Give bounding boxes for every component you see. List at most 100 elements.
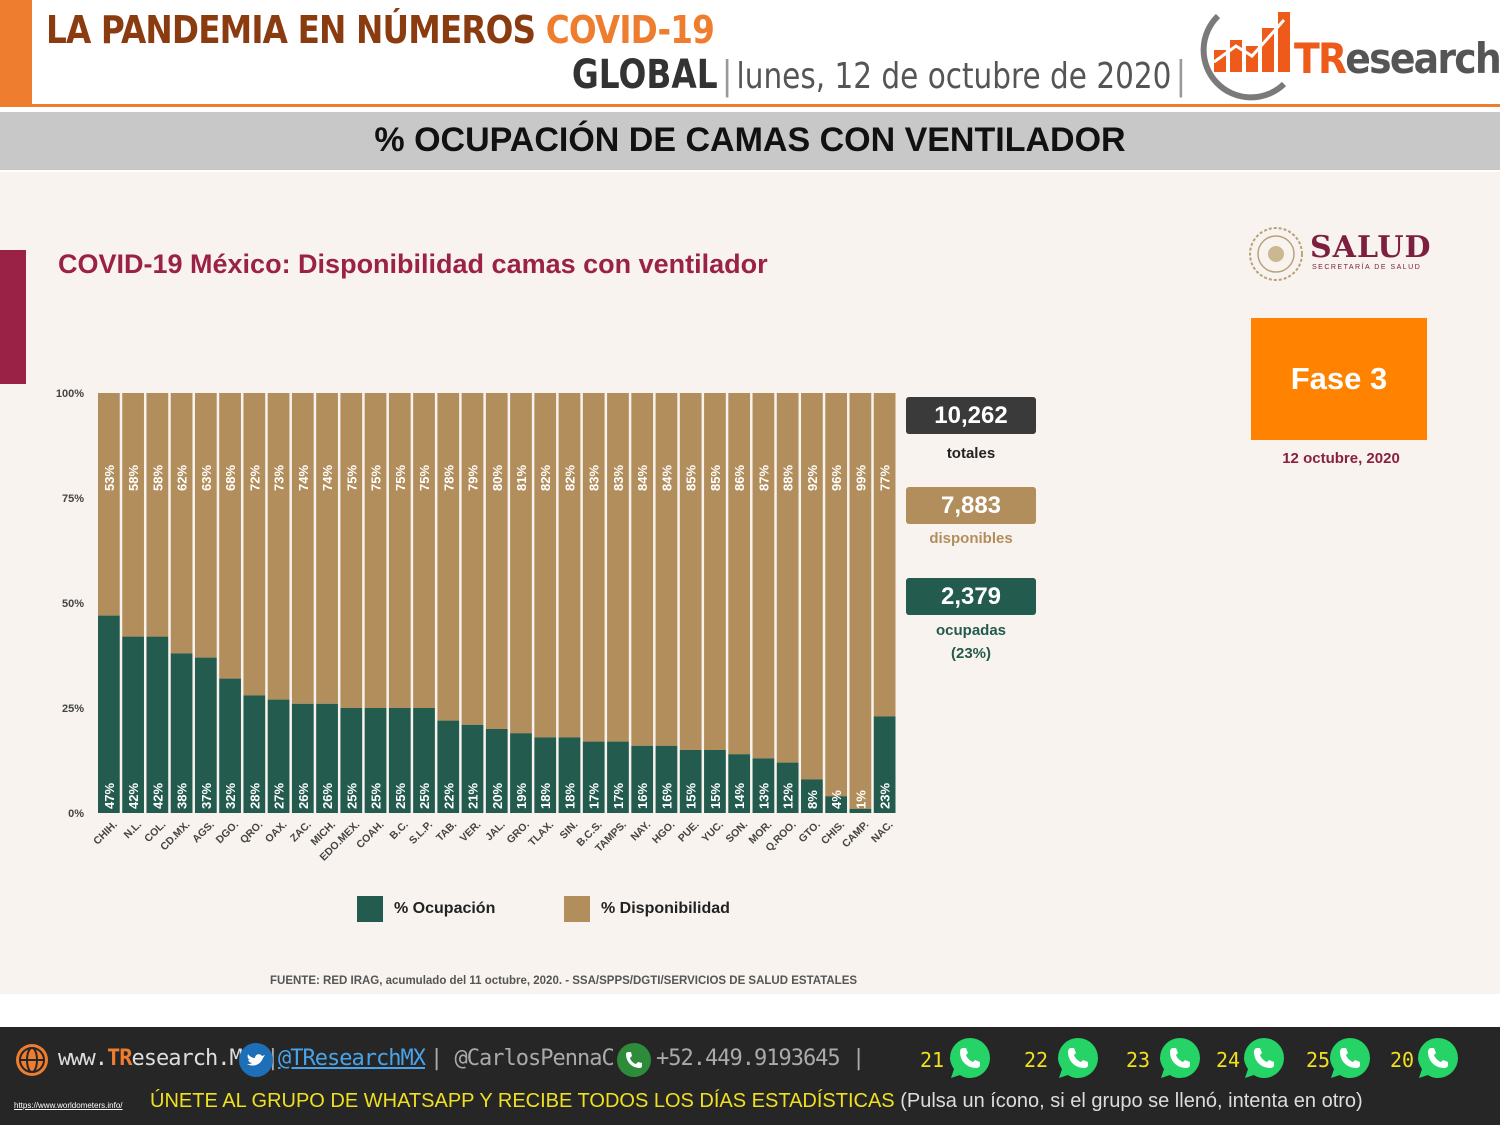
personal-handle: | @CarlosPennaC | bbox=[430, 1046, 639, 1071]
whatsapp-icon[interactable] bbox=[1054, 1034, 1102, 1082]
data-label-occupancy: 15% bbox=[708, 783, 723, 809]
y-tick-label: 50% bbox=[62, 598, 84, 610]
x-tick-label: DGO. bbox=[214, 819, 242, 847]
available-beds-label: disponibles bbox=[929, 530, 1013, 547]
data-label-occupancy: 13% bbox=[756, 783, 771, 809]
data-label-availability: 53% bbox=[102, 465, 117, 491]
data-label-occupancy: 18% bbox=[562, 783, 577, 809]
data-label-availability: 83% bbox=[611, 465, 626, 491]
bar-availability bbox=[776, 393, 799, 763]
y-tick-label: 75% bbox=[62, 493, 84, 505]
x-tick-label: PUE. bbox=[676, 819, 702, 845]
x-tick-label: TAB. bbox=[434, 819, 459, 844]
whatsapp-icon[interactable] bbox=[1326, 1034, 1374, 1082]
data-label-availability: 78% bbox=[441, 465, 456, 491]
x-tick-label: S.L.P. bbox=[407, 819, 435, 847]
bar-availability bbox=[461, 393, 484, 725]
bar-occupancy bbox=[825, 796, 848, 813]
data-label-availability: 74% bbox=[296, 465, 311, 491]
twitter-icon[interactable] bbox=[238, 1042, 274, 1078]
data-label-availability: 84% bbox=[659, 465, 674, 491]
data-label-occupancy: 17% bbox=[587, 783, 602, 809]
data-label-occupancy: 16% bbox=[659, 783, 674, 809]
occupied-beds-pct: (23%) bbox=[950, 645, 991, 662]
bar-occupancy bbox=[340, 708, 363, 813]
bar-occupancy bbox=[534, 737, 557, 813]
data-label-occupancy: 21% bbox=[466, 783, 481, 809]
data-label-availability: 75% bbox=[369, 465, 384, 491]
whatsapp-icon[interactable] bbox=[1156, 1034, 1204, 1082]
data-label-occupancy: 26% bbox=[320, 783, 335, 809]
phone-icon[interactable] bbox=[616, 1042, 652, 1078]
data-label-occupancy: 37% bbox=[199, 783, 214, 809]
header-subtitle: GLOBAL | lunes, 12 de octubre de 2020 | bbox=[571, 52, 1186, 98]
chart-title: COVID-19 México: Disponibilidad camas co… bbox=[58, 249, 768, 279]
bar-availability bbox=[728, 393, 751, 755]
data-label-availability: 85% bbox=[684, 465, 699, 491]
source-note: FUENTE: RED IRAG, acumulado del 11 octub… bbox=[270, 975, 858, 987]
bar-availability bbox=[413, 393, 435, 708]
bar-occupancy bbox=[316, 703, 338, 813]
data-label-availability: 68% bbox=[223, 465, 238, 491]
data-label-availability: 63% bbox=[199, 465, 214, 491]
data-label-occupancy: 17% bbox=[611, 783, 626, 809]
bar-availability bbox=[267, 393, 290, 700]
data-label-availability: 85% bbox=[708, 465, 723, 491]
banner-title: % OCUPACIÓN DE CAMAS CON VENTILADOR bbox=[374, 121, 1126, 159]
occupied-beds-label: ocupadas bbox=[935, 622, 1007, 639]
legend-swatch-occupancy bbox=[357, 896, 383, 922]
salud-seal-icon bbox=[1249, 227, 1303, 281]
data-label-availability: 77% bbox=[878, 465, 893, 491]
bar-occupancy bbox=[607, 741, 629, 813]
bar-availability bbox=[752, 393, 775, 759]
data-label-availability: 58% bbox=[150, 465, 165, 491]
bar-availability bbox=[219, 393, 241, 679]
data-label-occupancy: 14% bbox=[732, 783, 747, 809]
data-label-availability: 83% bbox=[587, 465, 602, 491]
whatsapp-group-25-label: 25 bbox=[1306, 1048, 1331, 1072]
bar-availability bbox=[631, 393, 654, 746]
bar-availability bbox=[582, 393, 605, 742]
data-label-availability: 58% bbox=[126, 465, 141, 491]
data-label-availability: 74% bbox=[320, 465, 335, 491]
banner bbox=[0, 112, 1500, 170]
twitter-handle-link[interactable]: @TResearchMX bbox=[278, 1046, 426, 1071]
whatsapp-group-22-label: 22 bbox=[1024, 1048, 1049, 1072]
bar-occupancy bbox=[267, 699, 290, 813]
data-label-occupancy: 27% bbox=[272, 783, 287, 809]
data-label-occupancy: 1% bbox=[853, 790, 868, 809]
data-label-occupancy: 26% bbox=[296, 783, 311, 809]
data-label-availability: 73% bbox=[272, 465, 287, 491]
total-beds-value: 10,262 bbox=[906, 397, 1036, 434]
source-url-link[interactable]: https://www.worldometers.info/ bbox=[14, 1101, 123, 1110]
x-tick-label: NAC. bbox=[869, 819, 896, 846]
data-label-availability: 80% bbox=[490, 465, 505, 491]
bar-occupancy bbox=[461, 724, 484, 813]
bar-availability bbox=[485, 393, 508, 729]
bar-availability bbox=[825, 393, 848, 797]
data-label-occupancy: 19% bbox=[514, 783, 529, 809]
bar-occupancy bbox=[364, 708, 387, 813]
bar-availability bbox=[801, 393, 823, 780]
data-label-occupancy: 22% bbox=[441, 783, 456, 809]
tresearch-logo-icon[interactable] bbox=[1196, 2, 1500, 102]
bar-availability bbox=[510, 393, 532, 734]
globe-icon[interactable] bbox=[14, 1042, 50, 1078]
whatsapp-icon[interactable] bbox=[1414, 1034, 1462, 1082]
website-link[interactable]: www.TResearch.Mx | bbox=[58, 1046, 279, 1071]
bar-occupancy bbox=[752, 758, 775, 813]
bar-availability bbox=[340, 393, 363, 708]
whatsapp-icon[interactable] bbox=[946, 1034, 994, 1082]
bar-availability bbox=[388, 393, 411, 708]
bar-occupancy bbox=[388, 708, 411, 813]
occupied-beds-value: 2,379 bbox=[906, 578, 1036, 615]
bar-occupancy bbox=[849, 808, 872, 813]
data-label-availability: 82% bbox=[562, 465, 577, 491]
bar-occupancy bbox=[437, 720, 460, 813]
data-label-occupancy: 32% bbox=[223, 783, 238, 809]
salud-logo-text: SALUD bbox=[1310, 230, 1432, 265]
header-divider bbox=[0, 104, 1500, 107]
bar-availability bbox=[122, 393, 144, 637]
bar-occupancy bbox=[655, 745, 678, 813]
whatsapp-icon[interactable] bbox=[1240, 1034, 1288, 1082]
